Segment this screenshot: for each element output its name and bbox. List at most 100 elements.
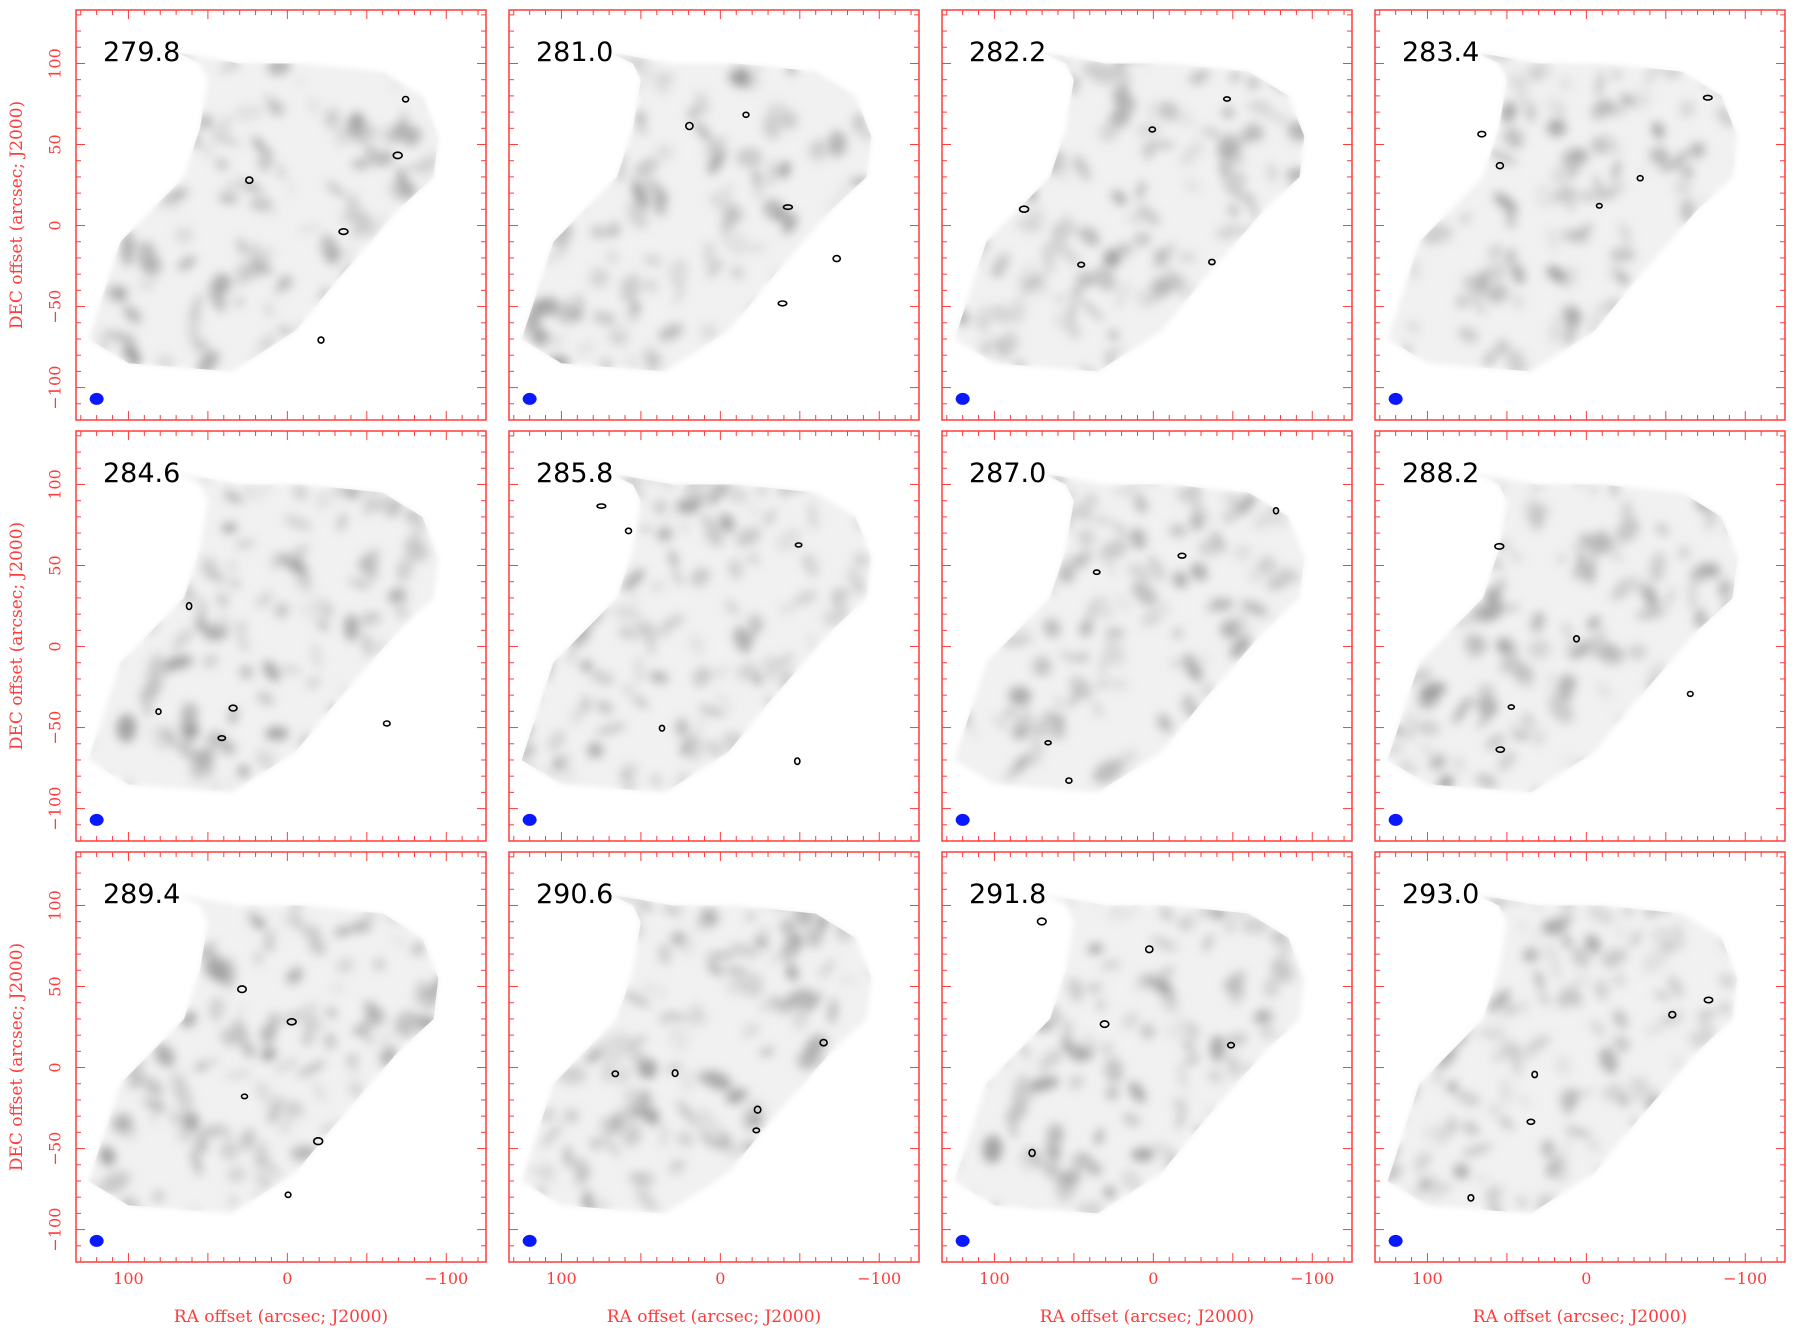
y-axis-title: DEC offset (arcsec; J2000) <box>7 943 27 1171</box>
y-tick-label: −50 <box>46 1132 65 1166</box>
y-tick-label: 100 <box>46 48 65 79</box>
contour-ring <box>1526 1118 1536 1126</box>
y-tick-label: −50 <box>46 711 65 745</box>
contour-ring <box>1686 690 1694 698</box>
x-tick-label: 0 <box>715 1269 725 1288</box>
contour-ring <box>782 204 794 211</box>
panel-frame <box>1374 430 1786 842</box>
channel-panel: 287.0 <box>941 430 1353 842</box>
x-tick-label: −100 <box>424 1269 468 1288</box>
contour-ring <box>671 1069 679 1078</box>
panel-ticks <box>509 431 919 842</box>
channel-label: 281.0 <box>536 37 613 68</box>
panel-ticks <box>942 10 1352 421</box>
contour-ring <box>611 1070 620 1078</box>
channel-label: 282.2 <box>969 37 1046 68</box>
channel-label: 283.4 <box>1402 37 1479 68</box>
panel-ticks <box>1375 852 1785 1263</box>
mosaic-footprint <box>88 473 439 793</box>
contour-ring <box>1144 945 1154 954</box>
beam-ellipse <box>955 813 970 826</box>
contour-ring <box>382 720 391 727</box>
y-tick-label: 0 <box>46 1062 65 1072</box>
contour-ring <box>286 1017 297 1026</box>
beam-ellipse <box>1388 813 1403 826</box>
contour-ring <box>401 95 410 103</box>
channel-panel: 293.0 100 0 −100 <box>1374 851 1786 1288</box>
x-tick-label: 100 <box>546 1269 577 1288</box>
panel-ticks <box>942 852 1352 1263</box>
panel-ticks <box>509 852 919 1263</box>
y-tick-label: 0 <box>46 641 65 651</box>
contour-ring <box>1018 205 1030 213</box>
channel-panel: 289.4 −100 −50 0 50 100 100 0 −100 <box>46 851 487 1288</box>
contour-ring <box>742 111 750 119</box>
beam-ellipse <box>522 813 537 826</box>
y-tick-label: 50 <box>46 555 65 575</box>
channel-panel: 285.8 <box>508 430 920 842</box>
contour-ring <box>753 1105 762 1114</box>
contour-ring <box>1702 94 1713 101</box>
contour-ring <box>1044 739 1052 746</box>
x-tick-label: 0 <box>1581 1269 1591 1288</box>
y-axis-title: DEC offset (arcsec; J2000) <box>7 101 27 329</box>
contour-ring <box>1065 777 1073 784</box>
panel-ticks <box>942 431 1352 842</box>
y-tick-label: 100 <box>46 469 65 500</box>
beam-ellipse <box>955 1234 970 1247</box>
x-tick-label: 100 <box>979 1269 1010 1288</box>
panel-frame <box>75 430 487 842</box>
contour-ring <box>1507 704 1516 710</box>
panel-ticks <box>1375 431 1785 842</box>
contour-ring <box>1099 1020 1110 1029</box>
contour-ring <box>240 1093 249 1100</box>
y-tick-label: −100 <box>46 1208 65 1252</box>
contour-ring <box>596 503 607 509</box>
contour-ring <box>1495 746 1506 753</box>
channel-label: 279.8 <box>103 37 180 68</box>
mosaic-footprint <box>88 52 439 372</box>
contour-ring <box>1272 506 1280 515</box>
contour-ring <box>1477 130 1487 138</box>
contour-ring <box>1226 1041 1236 1049</box>
channel-label: 284.6 <box>103 458 180 489</box>
contour-ring <box>284 1191 292 1199</box>
channel-label: 291.8 <box>969 879 1046 910</box>
channel-label: 293.0 <box>1402 879 1479 910</box>
contour-ring <box>1703 996 1714 1004</box>
beam-ellipse <box>522 1234 537 1247</box>
contour-ring <box>1495 161 1505 170</box>
channel-panel: 284.6 −100 −50 0 50 100 <box>46 430 487 842</box>
contour-ring <box>1467 1194 1475 1202</box>
x-axis-title: RA offset (arcsec; J2000) <box>1473 1307 1687 1327</box>
contour-ring <box>1208 258 1216 266</box>
panel-ticks <box>76 431 486 842</box>
contour-ring <box>1531 1070 1539 1079</box>
contour-ring <box>1036 917 1047 926</box>
beam-ellipse <box>522 392 537 405</box>
x-tick-label: −100 <box>1723 1269 1767 1288</box>
mosaic-footprint <box>1387 473 1738 793</box>
x-tick-label: 100 <box>113 1269 144 1288</box>
panel-frame <box>1374 9 1786 421</box>
contour-ring <box>1077 261 1086 268</box>
panel-ticks <box>76 852 486 1263</box>
y-tick-label: −50 <box>46 290 65 324</box>
panels-grid: 279.8 −100 −50 0 50 100 281.0 282.2 283.4 284.6 −1… <box>46 9 1786 1288</box>
y-tick-label: −100 <box>46 366 65 410</box>
panel-frame <box>508 9 920 421</box>
x-tick-label: −100 <box>857 1269 901 1288</box>
contour-ring <box>237 985 248 994</box>
beam-ellipse <box>955 392 970 405</box>
x-tick-label: 100 <box>1412 1269 1443 1288</box>
contour-ring <box>1028 1148 1036 1158</box>
panel-frame <box>941 430 1353 842</box>
y-tick-label: −100 <box>46 787 65 831</box>
panel-frame <box>75 851 487 1263</box>
beam-ellipse <box>1388 392 1403 405</box>
contour-ring <box>819 1038 828 1047</box>
x-tick-label: 0 <box>1148 1269 1158 1288</box>
contour-ring <box>155 708 162 716</box>
panel-frame <box>75 9 487 421</box>
